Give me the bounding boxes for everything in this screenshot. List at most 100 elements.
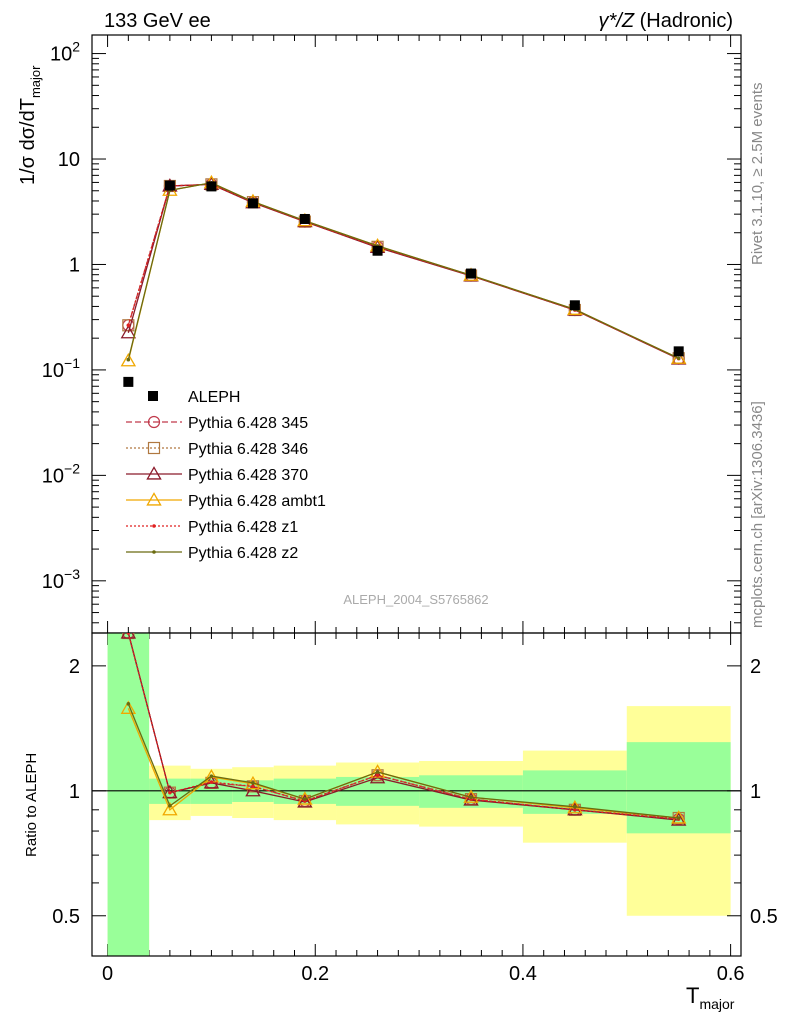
- series-point: [120, 352, 137, 367]
- legend-label: Pythia 6.428 z1: [188, 519, 298, 536]
- left-title: 133 GeV ee: [104, 10, 211, 32]
- y-tick-label: 10−2: [42, 460, 80, 487]
- y-tick-label-exp: −1: [64, 355, 80, 371]
- data-point: [569, 300, 580, 311]
- y-tick-label: 102: [50, 39, 80, 66]
- legend-marker: [147, 415, 161, 429]
- data-point: [247, 198, 258, 209]
- ratio-series-point: [567, 801, 583, 816]
- x-tick-label: 0.4: [509, 963, 537, 985]
- ratio-series-point: [297, 794, 313, 808]
- ratio-series-point: [573, 808, 577, 812]
- ratio-series-point: [375, 773, 380, 778]
- ratio-series-point: [251, 781, 255, 785]
- legend-label: Pythia 6.428 370: [188, 467, 308, 484]
- ratio-band-inner: [107, 633, 150, 956]
- y-tick-label: 10−3: [42, 566, 80, 593]
- ratio-uncertainty-bands: [107, 633, 731, 956]
- series-point: [670, 350, 687, 364]
- series-point: [120, 324, 137, 339]
- y-main-label-text: 1/σ dσ/dT: [17, 98, 39, 185]
- mcplots-label: mcplots.cern.ch [arXiv:1306.3436]: [749, 401, 766, 628]
- ratio-series-point: [168, 804, 172, 808]
- series-point: [676, 356, 681, 361]
- y-tick-label-exp: 2: [72, 39, 80, 55]
- ratio-series-point: [573, 805, 577, 809]
- analysis-watermark: ALEPH_2004_S5765862: [343, 592, 488, 607]
- x-label-text: T: [686, 983, 699, 1008]
- ratio-series-point: [251, 784, 255, 789]
- ratio-y-tick-label-right: 1: [750, 781, 761, 803]
- right-title-gamma: γ*/Z: [599, 10, 635, 32]
- ratio-series-point: [209, 780, 214, 784]
- ratio-series-point: [469, 795, 473, 800]
- y-tick-label-base: 10: [42, 465, 64, 487]
- data-point: [466, 268, 477, 279]
- x-label: Tmajor: [686, 983, 735, 1012]
- legend-marker: [147, 441, 161, 455]
- ratio-y-tick-label: 1: [69, 781, 80, 803]
- y-tick-label-base: 10: [50, 44, 72, 66]
- y-tick-label-exp: −2: [64, 460, 80, 476]
- x-tick-label: 0.2: [301, 963, 329, 985]
- ratio-y-tick-label-right: 0.5: [750, 906, 778, 928]
- legend: ALEPH Pythia 6.428 345 Pythia 6.428 346 Pyt…: [126, 389, 326, 562]
- legend-label: ALEPH: [188, 389, 240, 406]
- right-title-rest: (Hadronic): [634, 10, 733, 32]
- y-tick-label: 10−1: [42, 355, 80, 382]
- ratio-series-point: [126, 633, 131, 635]
- legend-marker: [146, 492, 162, 506]
- y-tick-label-base: 10: [42, 360, 64, 382]
- y-tick-label-base: 10: [58, 149, 80, 171]
- ratio-series-point: [168, 790, 172, 795]
- legend-label: Pythia 6.428 346: [188, 441, 308, 458]
- data-point: [673, 346, 684, 357]
- ratio-series-point: [209, 774, 214, 778]
- ratio-series-point: [375, 770, 380, 774]
- legend-label: Pythia 6.428 345: [188, 415, 308, 432]
- y-tick-label-base: 1: [69, 254, 80, 276]
- ratio-series: [120, 633, 687, 826]
- y-ratio-label: Ratio to ALEPH: [23, 753, 40, 857]
- legend-marker: [152, 550, 156, 554]
- data-point: [123, 376, 134, 387]
- ratio-series-point: [120, 633, 137, 639]
- series-line: [127, 182, 679, 360]
- legend-marker: [148, 391, 158, 401]
- legend-marker: [152, 524, 156, 528]
- legend-label: Pythia 6.428 z2: [188, 545, 298, 562]
- data-point: [372, 245, 383, 256]
- ratio-frame: [91, 632, 742, 957]
- series-line: [127, 183, 679, 360]
- series-point: [126, 323, 131, 328]
- ratio-y-tick-label: 2: [69, 656, 80, 678]
- right-title: γ*/Z (Hadronic): [599, 10, 733, 32]
- ratio-series-point: [676, 816, 681, 820]
- ratio-y-tick-label: 0.5: [52, 906, 80, 928]
- ratio-series-point: [670, 812, 687, 826]
- legend-marker: [146, 466, 162, 480]
- data-point: [206, 181, 217, 192]
- x-label-sub: major: [699, 996, 734, 1012]
- ratio-series-point: [303, 797, 307, 801]
- y-main-label-sub: major: [28, 65, 43, 98]
- y-main-label: 1/σ dσ/dTmajor: [17, 65, 43, 185]
- ratio-series-point: [120, 700, 137, 714]
- ratio-series-point: [245, 782, 261, 797]
- ratio-plot: 0 0.2 0.4 0.6 2 2 1 1 0.5 0.5: [52, 632, 778, 985]
- data-point: [299, 213, 310, 224]
- rivet-label: Rivet 3.1.10, ≥ 2.5M events: [749, 83, 766, 266]
- main-frame: [91, 34, 742, 634]
- x-tick-label: 0: [102, 963, 113, 985]
- series-line: [127, 183, 679, 360]
- series-line: [127, 183, 679, 359]
- y-tick-label-exp: −3: [64, 566, 80, 582]
- y-tick-label-base: 10: [42, 571, 64, 593]
- ratio-series-point: [126, 702, 131, 706]
- legend-label: Pythia 6.428 ambt1: [188, 493, 326, 510]
- data-point: [164, 180, 175, 191]
- x-tick-label: 0.6: [717, 963, 745, 985]
- series-line: [127, 183, 679, 360]
- ratio-series-point: [162, 801, 178, 816]
